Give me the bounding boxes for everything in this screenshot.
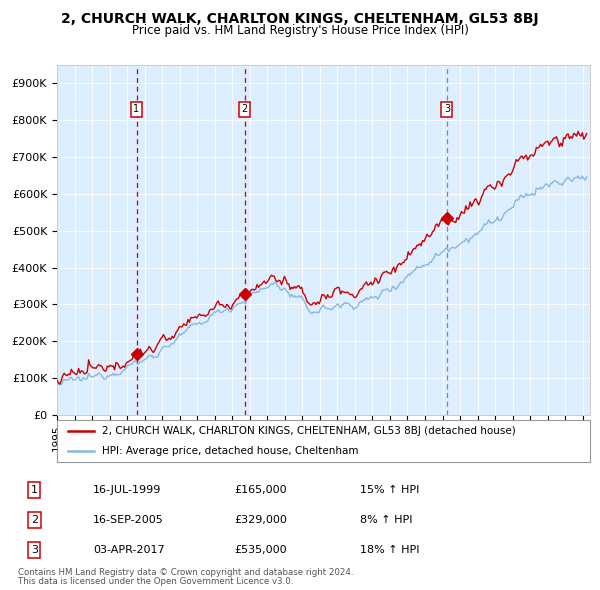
Text: Contains HM Land Registry data © Crown copyright and database right 2024.: Contains HM Land Registry data © Crown c… bbox=[18, 568, 353, 577]
Text: This data is licensed under the Open Government Licence v3.0.: This data is licensed under the Open Gov… bbox=[18, 577, 293, 586]
Text: 15% ↑ HPI: 15% ↑ HPI bbox=[360, 485, 419, 495]
Text: 3: 3 bbox=[31, 545, 38, 555]
Text: £535,000: £535,000 bbox=[234, 545, 287, 555]
Text: 2, CHURCH WALK, CHARLTON KINGS, CHELTENHAM, GL53 8BJ: 2, CHURCH WALK, CHARLTON KINGS, CHELTENH… bbox=[61, 12, 539, 26]
Text: £329,000: £329,000 bbox=[234, 515, 287, 525]
Text: 1: 1 bbox=[133, 104, 140, 114]
Text: 18% ↑ HPI: 18% ↑ HPI bbox=[360, 545, 419, 555]
Text: £165,000: £165,000 bbox=[234, 485, 287, 495]
Text: 3: 3 bbox=[444, 104, 450, 114]
Text: 2, CHURCH WALK, CHARLTON KINGS, CHELTENHAM, GL53 8BJ (detached house): 2, CHURCH WALK, CHARLTON KINGS, CHELTENH… bbox=[103, 426, 516, 436]
Text: Price paid vs. HM Land Registry's House Price Index (HPI): Price paid vs. HM Land Registry's House … bbox=[131, 24, 469, 37]
Text: 8% ↑ HPI: 8% ↑ HPI bbox=[360, 515, 413, 525]
Text: 16-JUL-1999: 16-JUL-1999 bbox=[93, 485, 161, 495]
Text: 16-SEP-2005: 16-SEP-2005 bbox=[93, 515, 164, 525]
Text: 03-APR-2017: 03-APR-2017 bbox=[93, 545, 164, 555]
Text: 2: 2 bbox=[242, 104, 248, 114]
Text: 2: 2 bbox=[31, 515, 38, 525]
Text: 1: 1 bbox=[31, 485, 38, 495]
Text: HPI: Average price, detached house, Cheltenham: HPI: Average price, detached house, Chel… bbox=[103, 446, 359, 456]
FancyBboxPatch shape bbox=[57, 420, 590, 462]
